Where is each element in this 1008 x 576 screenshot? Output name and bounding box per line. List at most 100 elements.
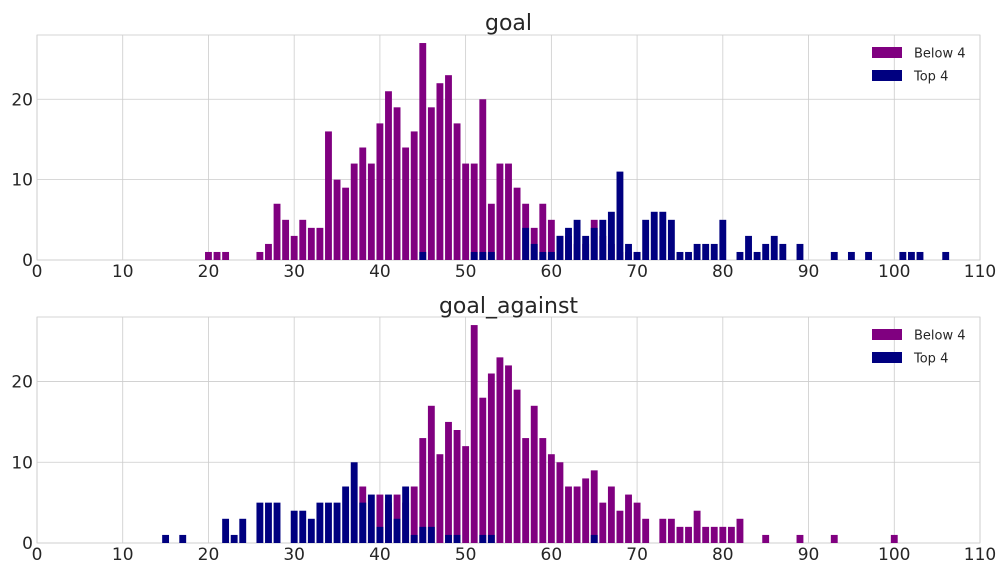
bar [282, 219, 290, 260]
bar [830, 534, 838, 543]
bar [453, 534, 461, 543]
legend-label: Top 4 [913, 70, 948, 85]
bar [436, 83, 444, 260]
bar [410, 534, 418, 543]
bar [419, 251, 427, 260]
bar [299, 219, 307, 260]
bar [256, 502, 264, 543]
subplot-1: 0 10 20 30 40 50 60 70 80 90 100 110 0 10 20 goal Below … [11, 11, 996, 282]
bar [590, 470, 598, 543]
bar [633, 251, 641, 260]
bar [582, 235, 590, 260]
bar [736, 251, 744, 260]
bar [265, 502, 272, 543]
legend-label: Top 4 [913, 352, 948, 367]
bar [445, 421, 452, 543]
bar [213, 251, 221, 260]
bar [556, 235, 564, 260]
x-tick-label: 90 [798, 262, 820, 282]
bar [410, 486, 418, 543]
bar [693, 510, 701, 543]
bar [470, 325, 478, 543]
bar [942, 251, 950, 260]
bar [162, 534, 170, 543]
bar [487, 534, 495, 543]
bar [899, 251, 907, 260]
bar [599, 219, 607, 260]
bar [796, 534, 804, 543]
bar [453, 123, 461, 261]
bar [453, 430, 461, 543]
y-tick-label: 20 [11, 373, 33, 393]
legend-swatch [872, 352, 902, 363]
bar [676, 251, 684, 260]
x-tick-label: 70 [626, 262, 648, 282]
x-tick-label: 20 [198, 545, 220, 565]
bar [436, 454, 444, 543]
x-tick-label: 110 [964, 545, 996, 565]
bar [427, 526, 435, 543]
bar [762, 534, 770, 543]
bar [265, 243, 272, 260]
bar [565, 227, 572, 260]
bar [693, 243, 701, 260]
legend: Below 4 Top 4 [872, 47, 966, 85]
bar [753, 251, 761, 260]
bar [667, 518, 675, 543]
bar [427, 405, 435, 543]
bar [830, 251, 838, 260]
bar [505, 365, 512, 543]
x-tick-label: 30 [283, 262, 305, 282]
bar [402, 147, 410, 260]
x-tick-label: 110 [964, 262, 996, 282]
bar [342, 187, 350, 260]
bar [590, 534, 598, 543]
bar [616, 510, 624, 543]
bar [727, 526, 735, 543]
bar [539, 203, 547, 260]
x-tick-label: 100 [878, 545, 910, 565]
bar [685, 526, 692, 543]
bar [222, 518, 230, 543]
bar [565, 486, 572, 543]
bar [273, 203, 281, 260]
bar [890, 534, 898, 543]
x-tick-label: 10 [112, 262, 134, 282]
bar [539, 251, 547, 260]
y-tick-label: 0 [22, 251, 33, 271]
bar [393, 518, 401, 543]
bar [462, 163, 470, 260]
bar [616, 171, 624, 260]
legend: Below 4 Top 4 [872, 329, 966, 367]
bar [513, 187, 521, 260]
bar [573, 486, 581, 543]
x-tick-label: 10 [112, 545, 134, 565]
bar [179, 534, 187, 543]
y-tick-label: 20 [11, 90, 33, 110]
bar [633, 502, 641, 543]
x-tick-label: 100 [878, 262, 910, 282]
bar [419, 526, 427, 543]
x-tick-label: 50 [455, 545, 477, 565]
bar [290, 510, 298, 543]
bar [667, 219, 675, 260]
bar [710, 526, 718, 543]
x-tick-label: 20 [198, 262, 220, 282]
bar [385, 494, 392, 543]
bar [762, 243, 770, 260]
bar [796, 243, 804, 260]
bar [445, 534, 452, 543]
bar [539, 438, 547, 543]
bar [256, 251, 264, 260]
bar [865, 251, 872, 260]
bar [359, 502, 367, 543]
bar [582, 478, 590, 543]
bar [547, 454, 555, 543]
bar [642, 518, 650, 543]
chart-title: goal_against [439, 294, 578, 319]
bar [462, 446, 470, 543]
series-below-4 [359, 325, 898, 543]
x-tick-label: 80 [712, 545, 734, 565]
bar [487, 203, 495, 260]
